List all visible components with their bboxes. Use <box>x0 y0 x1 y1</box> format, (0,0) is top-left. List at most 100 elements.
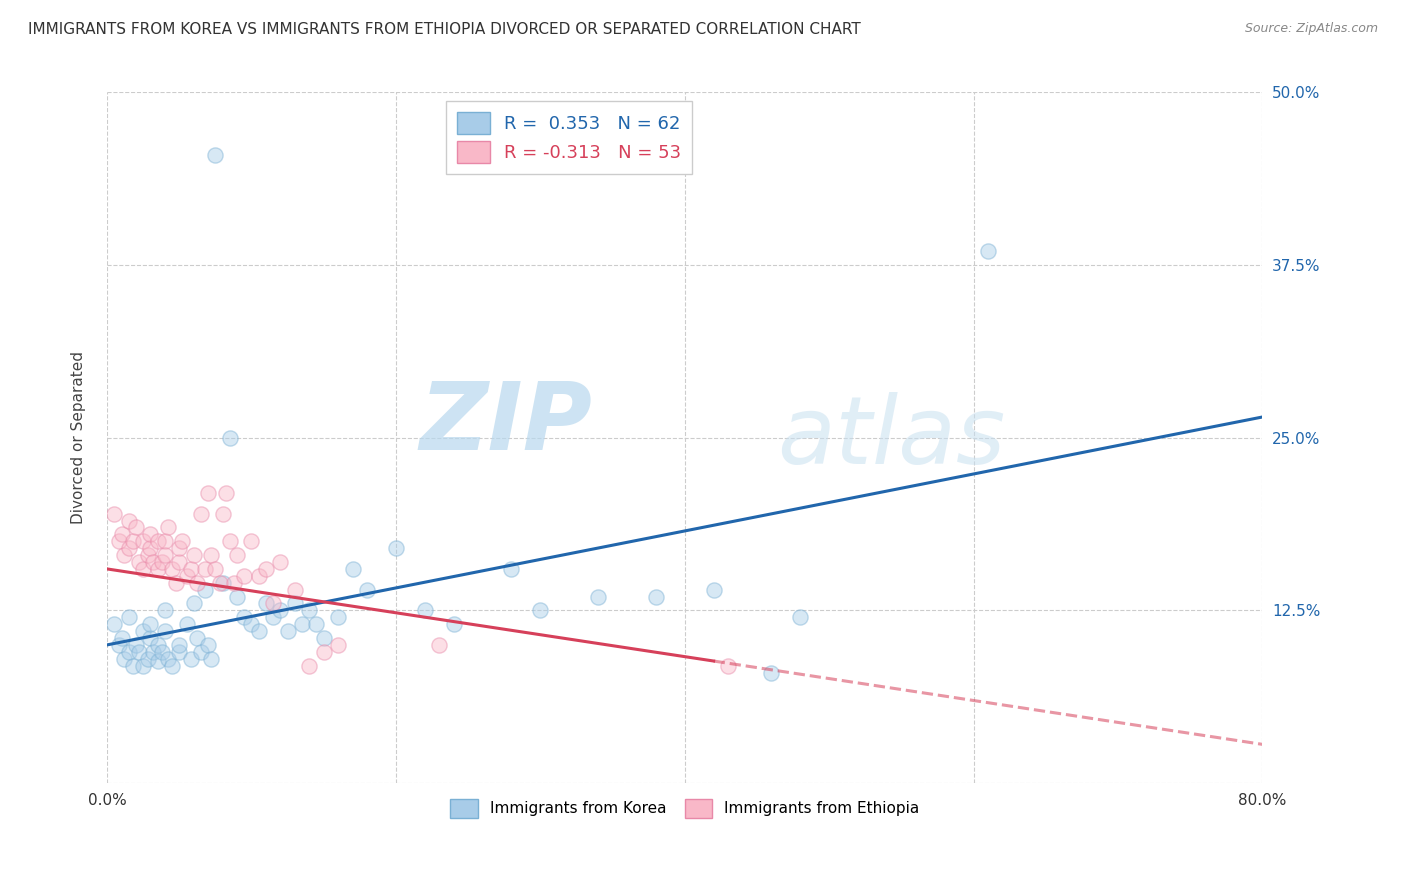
Point <box>136 548 159 562</box>
Point <box>233 569 256 583</box>
Point <box>118 541 141 556</box>
Point <box>761 665 783 680</box>
Point <box>190 645 212 659</box>
Point <box>200 548 222 562</box>
Point <box>146 562 169 576</box>
Point <box>226 548 249 562</box>
Point <box>118 645 141 659</box>
Point <box>262 610 284 624</box>
Point <box>132 534 155 549</box>
Point <box>247 569 270 583</box>
Point <box>110 527 132 541</box>
Text: Source: ZipAtlas.com: Source: ZipAtlas.com <box>1244 22 1378 36</box>
Point <box>146 534 169 549</box>
Point <box>200 651 222 665</box>
Point <box>169 645 191 659</box>
Point <box>312 645 335 659</box>
Point <box>186 575 208 590</box>
Point <box>247 624 270 639</box>
Point <box>233 610 256 624</box>
Point <box>413 603 436 617</box>
Point <box>132 658 155 673</box>
Point <box>153 603 176 617</box>
Point <box>139 541 162 556</box>
Point <box>142 555 165 569</box>
Point <box>128 645 150 659</box>
Point <box>110 631 132 645</box>
Legend: Immigrants from Korea, Immigrants from Ethiopia: Immigrants from Korea, Immigrants from E… <box>444 793 925 823</box>
Point <box>122 534 145 549</box>
Point <box>717 658 740 673</box>
Point <box>211 575 233 590</box>
Point <box>194 562 217 576</box>
Point <box>136 651 159 665</box>
Point <box>312 631 335 645</box>
Point <box>977 244 1000 259</box>
Point <box>183 548 205 562</box>
Point <box>132 624 155 639</box>
Point <box>156 651 179 665</box>
Y-axis label: Divorced or Separated: Divorced or Separated <box>72 351 86 524</box>
Point <box>169 555 191 569</box>
Point <box>703 582 725 597</box>
Point <box>427 638 450 652</box>
Point <box>160 562 183 576</box>
Point <box>529 603 551 617</box>
Point <box>240 617 263 632</box>
Point <box>291 617 314 632</box>
Point <box>269 555 291 569</box>
Point <box>644 590 666 604</box>
Point <box>112 651 135 665</box>
Point <box>218 431 240 445</box>
Point <box>139 631 162 645</box>
Point <box>208 575 231 590</box>
Point <box>146 638 169 652</box>
Point <box>156 520 179 534</box>
Point <box>284 597 307 611</box>
Point <box>103 617 125 632</box>
Point <box>190 507 212 521</box>
Point <box>214 486 236 500</box>
Point <box>122 658 145 673</box>
Point <box>305 617 328 632</box>
Point <box>218 534 240 549</box>
Point <box>180 562 202 576</box>
Point <box>501 562 523 576</box>
Point <box>165 575 187 590</box>
Point <box>180 651 202 665</box>
Point <box>176 617 198 632</box>
Point <box>789 610 811 624</box>
Point <box>328 610 350 624</box>
Point <box>443 617 465 632</box>
Point <box>125 638 148 652</box>
Point <box>153 548 176 562</box>
Point <box>269 603 291 617</box>
Point <box>160 658 183 673</box>
Point <box>125 520 148 534</box>
Point <box>298 658 321 673</box>
Point <box>186 631 208 645</box>
Point <box>169 541 191 556</box>
Text: ZIP: ZIP <box>419 378 592 470</box>
Point <box>298 603 321 617</box>
Point <box>342 562 364 576</box>
Point <box>128 555 150 569</box>
Point <box>146 655 169 669</box>
Point <box>328 638 350 652</box>
Point <box>150 645 173 659</box>
Point <box>142 645 165 659</box>
Point <box>176 569 198 583</box>
Point <box>226 590 249 604</box>
Point <box>107 638 129 652</box>
Point <box>224 575 246 590</box>
Point <box>169 638 191 652</box>
Point <box>103 507 125 521</box>
Point <box>204 562 226 576</box>
Point <box>118 610 141 624</box>
Point <box>254 597 277 611</box>
Point <box>356 582 378 597</box>
Point <box>107 534 129 549</box>
Point <box>150 555 173 569</box>
Text: atlas: atlas <box>778 392 1005 483</box>
Point <box>262 597 284 611</box>
